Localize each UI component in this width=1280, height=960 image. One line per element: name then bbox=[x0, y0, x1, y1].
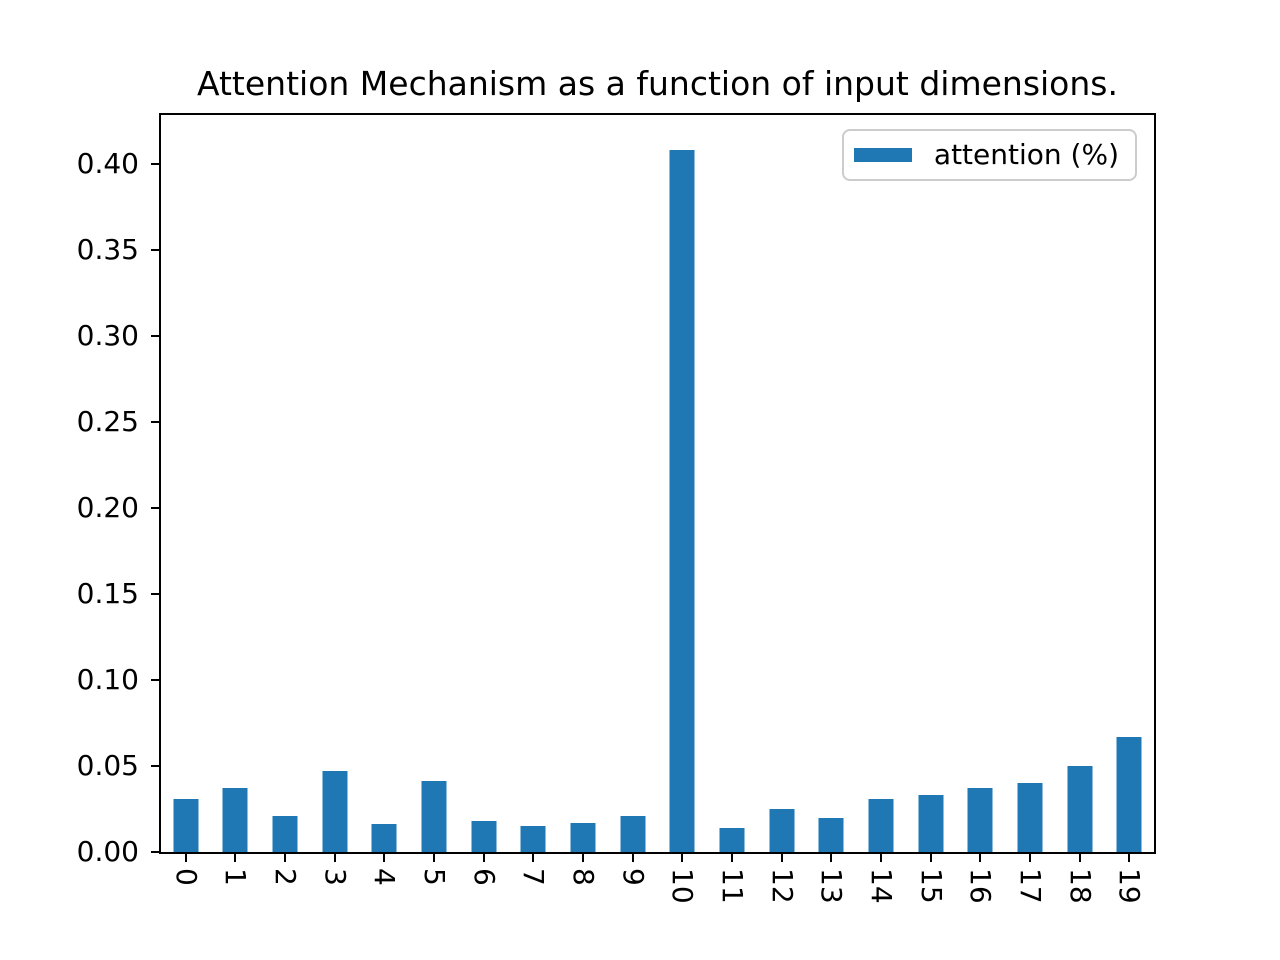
x-tick bbox=[879, 852, 882, 862]
x-tick-label: 12 bbox=[765, 868, 799, 904]
bar-10 bbox=[669, 150, 695, 852]
x-tick bbox=[979, 852, 982, 862]
x-tick-label: 9 bbox=[616, 868, 650, 886]
x-tick-label: 18 bbox=[1063, 868, 1097, 904]
bar-17 bbox=[1017, 783, 1043, 852]
x-tick bbox=[631, 852, 634, 862]
x-tick bbox=[582, 852, 585, 862]
bar-16 bbox=[967, 788, 993, 852]
x-tick bbox=[730, 852, 733, 862]
chart-title: Attention Mechanism as a function of inp… bbox=[197, 64, 1118, 103]
y-tick-label: 0.10 bbox=[76, 662, 139, 696]
x-tick-label: 4 bbox=[368, 868, 402, 886]
y-tick-label: 0.05 bbox=[76, 748, 139, 782]
y-tick bbox=[151, 851, 161, 853]
y-tick bbox=[151, 420, 161, 423]
x-tick bbox=[532, 852, 535, 862]
bar-11 bbox=[719, 827, 745, 852]
y-tick bbox=[151, 592, 161, 595]
y-tick-label: 0.40 bbox=[76, 146, 139, 180]
x-tick bbox=[383, 852, 386, 862]
x-tick-label: 3 bbox=[318, 868, 352, 886]
x-tick bbox=[681, 852, 684, 862]
y-tick-label: 0.20 bbox=[76, 490, 139, 524]
bar-2 bbox=[272, 815, 298, 852]
x-tick bbox=[1128, 852, 1131, 862]
x-tick bbox=[830, 852, 833, 862]
bar-6 bbox=[471, 821, 497, 852]
bar-12 bbox=[769, 809, 795, 852]
x-tick-label: 15 bbox=[914, 868, 948, 904]
x-tick-label: 1 bbox=[219, 868, 253, 886]
y-tick-label: 0.30 bbox=[76, 318, 139, 352]
bar-19 bbox=[1116, 736, 1142, 852]
x-tick-label: 6 bbox=[467, 868, 501, 886]
x-tick-label: 14 bbox=[864, 868, 898, 904]
bar-5 bbox=[421, 781, 447, 852]
x-tick-label: 16 bbox=[964, 868, 998, 904]
x-tick bbox=[780, 852, 783, 862]
y-tick bbox=[151, 248, 161, 251]
x-tick bbox=[184, 852, 187, 862]
bar-7 bbox=[520, 826, 546, 852]
x-tick bbox=[234, 852, 237, 862]
y-tick-label: 0.00 bbox=[76, 835, 139, 868]
y-tick-label: 0.15 bbox=[76, 576, 139, 610]
legend: attention (%) bbox=[841, 129, 1137, 181]
x-tick bbox=[333, 852, 336, 862]
legend-label: attention (%) bbox=[933, 138, 1119, 171]
legend-swatch bbox=[853, 148, 912, 162]
bar-1 bbox=[222, 788, 248, 852]
y-tick bbox=[151, 334, 161, 337]
bar-3 bbox=[322, 771, 348, 852]
y-tick bbox=[151, 678, 161, 681]
axes: attention (%) 0.00 0.05 0.10 0.15 0.20 0.25 0.… bbox=[77, 113, 1156, 904]
y-tick-label: 0.35 bbox=[76, 232, 139, 266]
y-tick bbox=[151, 506, 161, 509]
x-tick bbox=[482, 852, 485, 862]
x-tick-label: 13 bbox=[815, 868, 849, 904]
x-tick-label: 17 bbox=[1013, 868, 1047, 904]
x-tick bbox=[1078, 852, 1081, 862]
x-tick-label: 7 bbox=[517, 868, 551, 886]
bar-18 bbox=[1067, 765, 1093, 852]
x-tick-label: 2 bbox=[269, 868, 303, 886]
x-tick bbox=[1028, 852, 1031, 862]
x-tick bbox=[284, 852, 287, 862]
bar-4 bbox=[371, 824, 397, 852]
x-tick bbox=[929, 852, 932, 862]
x-tick-label: 5 bbox=[418, 868, 452, 886]
x-tick-label: 8 bbox=[567, 868, 601, 886]
bar-15 bbox=[918, 795, 944, 852]
bar-0 bbox=[173, 798, 199, 852]
x-tick-label: 0 bbox=[169, 868, 203, 886]
y-tick bbox=[151, 162, 161, 165]
bar-9 bbox=[620, 815, 646, 852]
bar-14 bbox=[868, 798, 894, 852]
y-tick bbox=[151, 764, 161, 767]
x-tick-label: 10 bbox=[666, 868, 700, 904]
x-tick-label: 11 bbox=[715, 868, 749, 904]
bar-13 bbox=[818, 817, 844, 852]
bar-8 bbox=[570, 822, 596, 852]
y-tick-label: 0.25 bbox=[76, 404, 139, 438]
x-tick bbox=[433, 852, 436, 862]
x-tick-label: 19 bbox=[1113, 868, 1147, 904]
